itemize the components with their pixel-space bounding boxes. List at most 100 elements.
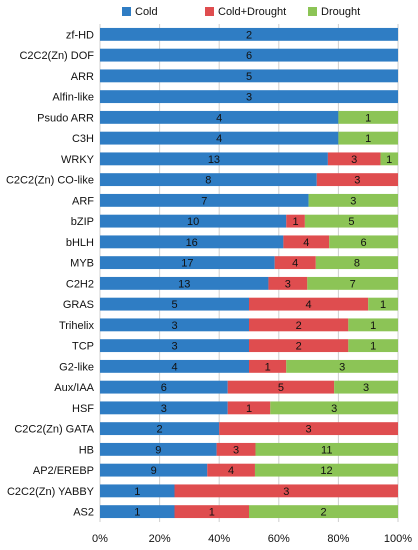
bar-value-label: 5 — [246, 71, 252, 83]
bar-value-label: 8 — [205, 175, 211, 187]
bar-value-label: 5 — [171, 299, 177, 311]
category-label: Aux/IAA — [54, 382, 94, 394]
bar-value-label: 17 — [181, 258, 193, 270]
bar-segment — [100, 173, 317, 187]
bar-segment — [100, 214, 287, 228]
bar-segment — [338, 110, 398, 124]
bar-segment — [368, 297, 398, 311]
legend-swatch — [205, 7, 214, 16]
category-label: ARR — [71, 71, 94, 83]
bar-segment — [249, 505, 398, 519]
bar-segment — [100, 256, 275, 270]
legend-swatch — [122, 7, 131, 16]
bar-value-label: 10 — [187, 216, 199, 228]
bar-segment — [219, 422, 398, 436]
bar-value-label: 1 — [365, 133, 371, 145]
bar-segment — [286, 359, 398, 373]
bar-value-label: 13 — [208, 154, 220, 166]
bar-segment — [268, 276, 308, 290]
bar-segment — [100, 48, 398, 62]
bar-segment — [307, 276, 398, 290]
category-label: C2C2(Zn) YABBY — [7, 486, 95, 498]
category-label: Trihelix — [59, 320, 95, 332]
bar-value-label: 5 — [278, 382, 284, 394]
bar-segment — [304, 214, 398, 228]
bar-value-label: 1 — [293, 216, 299, 228]
category-label: C3H — [72, 133, 94, 145]
bar-segment — [249, 359, 287, 373]
category-label: bZIP — [71, 216, 94, 228]
bar-value-label: 2 — [296, 320, 302, 332]
bar-value-label: 6 — [161, 382, 167, 394]
bar-segment — [286, 214, 305, 228]
bar-value-label: 2 — [320, 507, 326, 519]
bar-value-label: 7 — [350, 278, 356, 290]
category-label: GRAS — [63, 299, 94, 311]
bar-segment — [100, 193, 309, 207]
bar-segment — [100, 235, 284, 249]
bar-segment — [100, 90, 398, 104]
legend-label: Drought — [321, 6, 360, 18]
category-label: Alfin-like — [52, 92, 94, 104]
category-label: ARF — [72, 195, 94, 207]
bar-segment — [270, 401, 398, 415]
category-label: HB — [79, 444, 94, 456]
bar-value-label: 3 — [233, 444, 239, 456]
bar-segment — [338, 131, 398, 145]
bar-value-label: 3 — [285, 278, 291, 290]
bar-value-label: 2 — [157, 424, 163, 436]
bar-segment — [329, 235, 398, 249]
bar-value-label: 16 — [186, 237, 198, 249]
bar-value-label: 6 — [361, 237, 367, 249]
category-label: HSF — [72, 403, 94, 415]
bar-value-label: 3 — [171, 320, 177, 332]
bar-segment — [308, 193, 398, 207]
category-label: C2C2(Zn) DOF — [19, 50, 94, 62]
legend: Cold Cold+Drought Drought — [122, 6, 360, 18]
bar-segment — [227, 401, 271, 415]
bar-value-label: 1 — [246, 403, 252, 415]
bar-value-label: 6 — [246, 50, 252, 62]
bar-value-label: 3 — [246, 92, 252, 104]
bar-segment — [100, 27, 398, 41]
category-label: G2-like — [59, 361, 94, 373]
bar-value-label: 3 — [283, 486, 289, 498]
bar-segment — [100, 131, 339, 145]
bar-value-label: 11 — [321, 444, 332, 456]
bar-value-label: 9 — [155, 444, 161, 456]
bar-value-label: 9 — [151, 465, 157, 477]
bar-value-label: 1 — [380, 299, 386, 311]
category-label: C2C2(Zn) GATA — [14, 424, 94, 436]
bar-value-label: 1 — [134, 486, 140, 498]
category-label: WRKY — [61, 154, 95, 166]
bar-value-label: 5 — [348, 216, 354, 228]
bar-segment — [100, 276, 269, 290]
bar-value-label: 3 — [363, 382, 369, 394]
bar-segment — [249, 297, 369, 311]
bar-value-label: 3 — [354, 175, 360, 187]
bar-value-label: 1 — [134, 507, 140, 519]
bar-value-label: 4 — [216, 112, 222, 124]
category-label: C2C2(Zn) CO-like — [6, 175, 94, 187]
bar-segment — [274, 256, 316, 270]
bar-value-label: 3 — [339, 361, 345, 373]
legend-label: Cold+Drought — [218, 6, 286, 18]
bar-value-label: 8 — [354, 258, 360, 270]
bar-segment — [207, 463, 255, 477]
x-tick-label: 60% — [268, 533, 290, 545]
bar-segment — [100, 380, 228, 394]
bar-value-label: 1 — [386, 154, 392, 166]
bar-segment — [100, 422, 220, 436]
category-label: AP2/EREBP — [33, 465, 94, 477]
bar-value-label: 1 — [209, 507, 215, 519]
bar-value-label: 1 — [370, 320, 376, 332]
bar-value-label: 2 — [246, 29, 252, 41]
bar-segment — [100, 463, 208, 477]
bar-value-label: 2 — [296, 341, 302, 353]
bar-segment — [227, 380, 335, 394]
bar-value-label: 7 — [201, 195, 207, 207]
bar-value-label: 4 — [216, 133, 222, 145]
category-label: C2H2 — [66, 278, 94, 290]
bar-value-label: 3 — [331, 403, 337, 415]
